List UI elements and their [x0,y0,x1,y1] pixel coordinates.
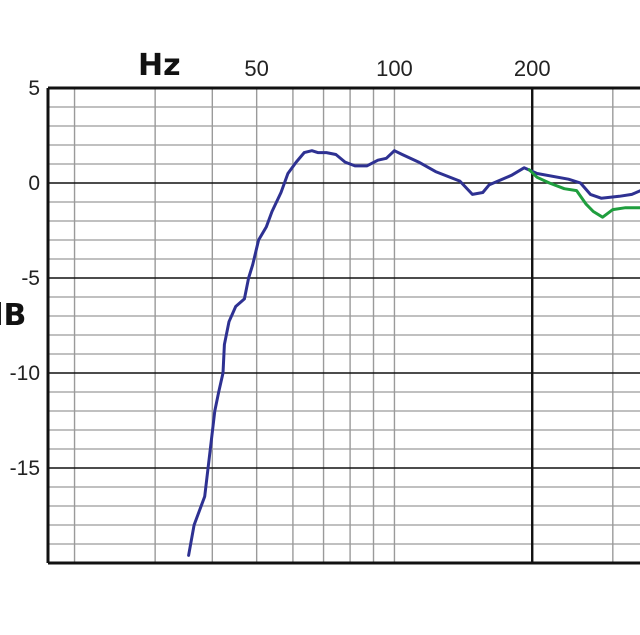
y-tick-label: -15 [10,457,40,480]
x-unit-label: Hz [138,48,181,83]
x-tick-label: 200 [514,56,551,81]
series-line-2 [527,168,640,219]
series-layer [187,149,640,557]
y-tick-label: 0 [28,172,40,195]
x-tick-label: 100 [376,56,413,81]
y-tick-label: -10 [10,362,40,385]
x-tick-label: 50 [244,56,268,81]
y-tick-label: 5 [28,77,40,100]
y-tick-label: -5 [21,267,40,290]
major-grid [46,86,640,565]
minor-grid [48,88,640,563]
y-unit-label: dB [0,298,26,333]
